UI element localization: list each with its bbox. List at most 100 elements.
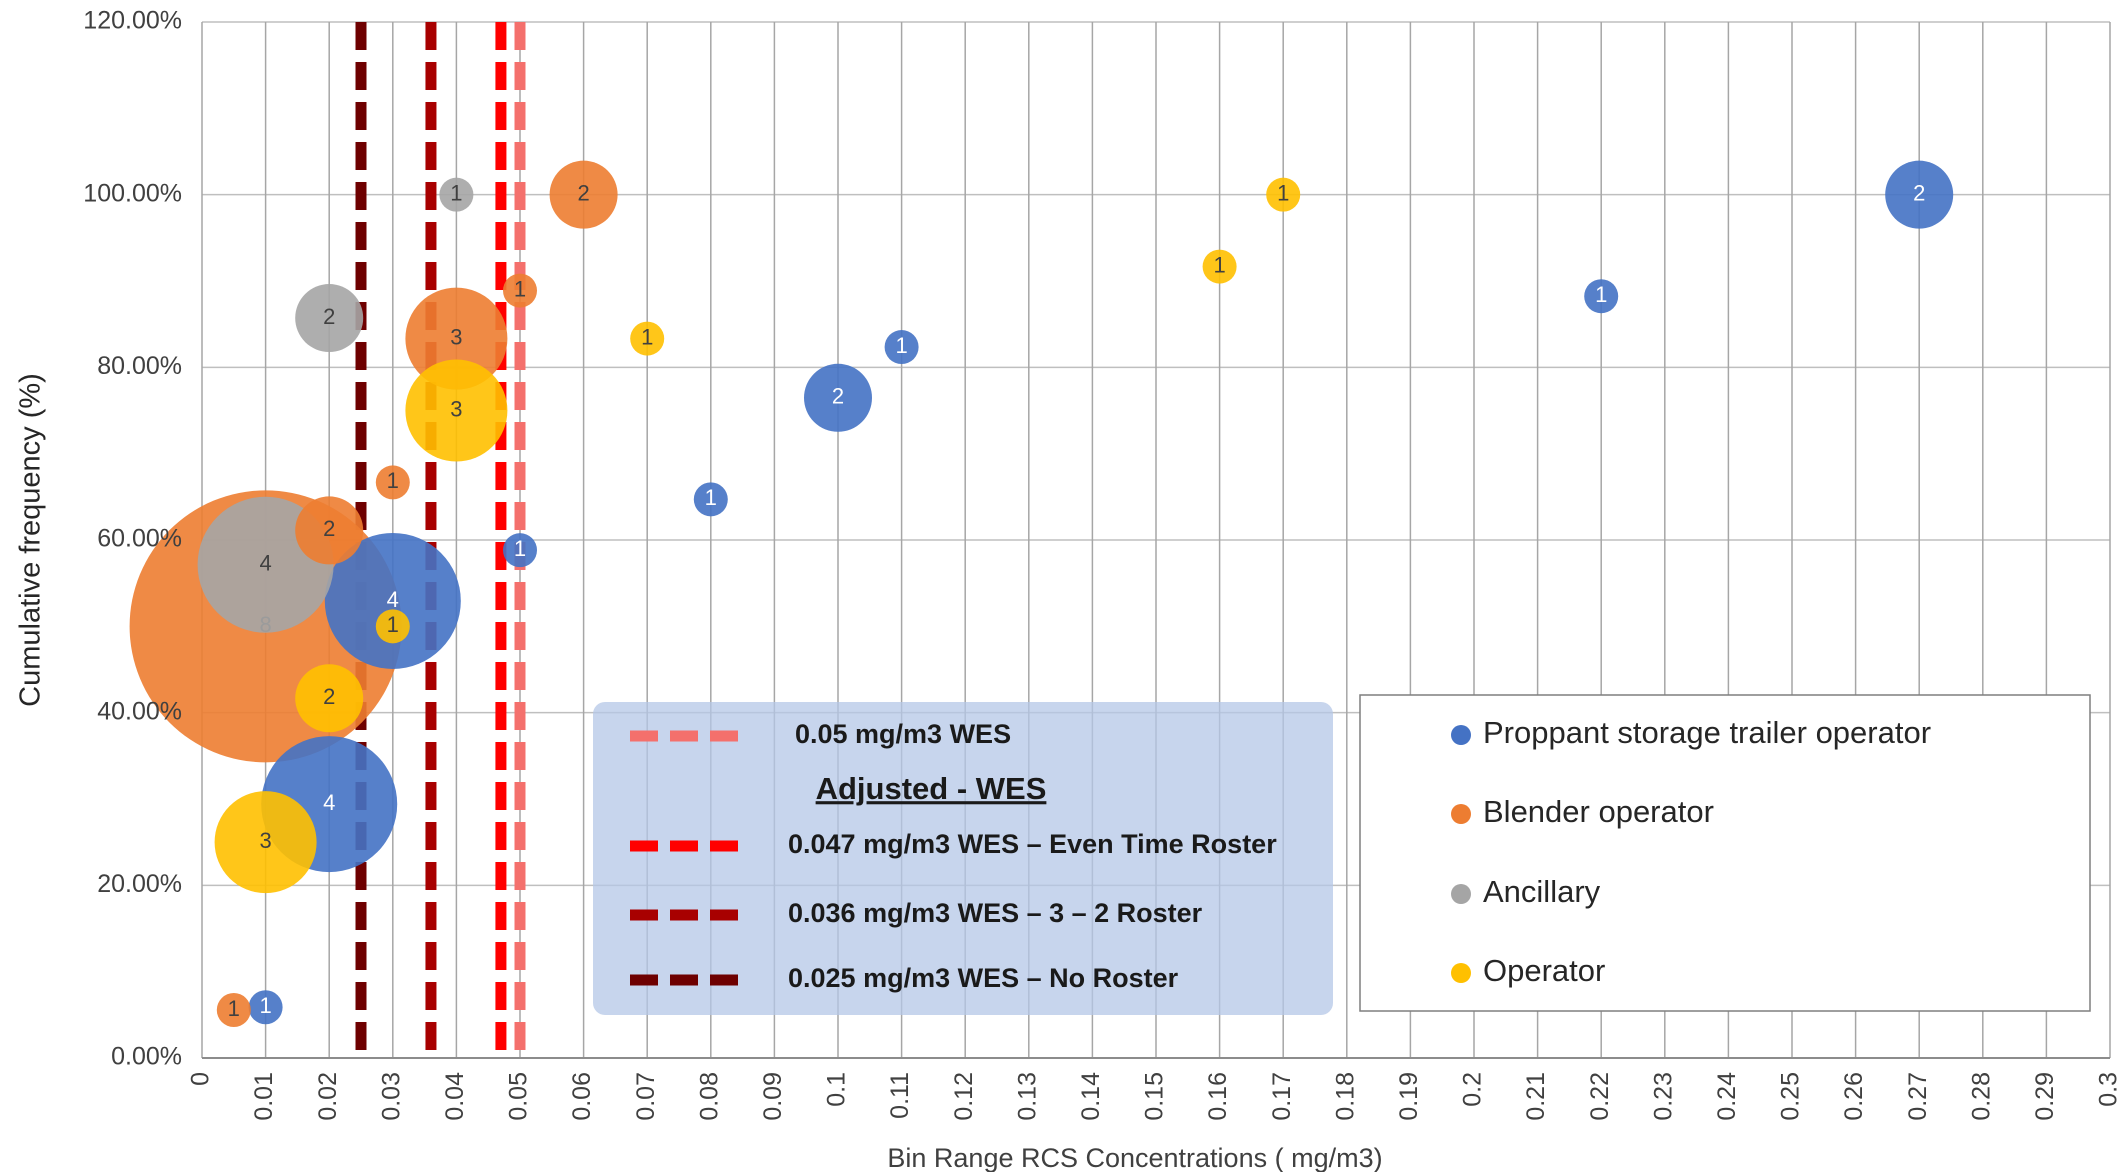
legend-marker <box>1451 884 1471 904</box>
x-tick-label: 0.29 <box>2031 1072 2059 1121</box>
legend-label: Blender operator <box>1483 794 1714 829</box>
x-tick-label: 0.28 <box>1967 1072 1995 1121</box>
bubble <box>1885 160 1954 229</box>
bubble <box>216 992 251 1027</box>
bubble-label: 1 <box>387 468 399 493</box>
x-tick-label: 0.21 <box>1522 1072 1550 1121</box>
bubble <box>375 609 410 644</box>
bubble-label: 1 <box>259 993 271 1018</box>
y-axis-title: Cumulative frequency (%) <box>15 373 47 707</box>
reference-legend-label: 0.025 mg/m3 WES – No Roster <box>788 963 1179 993</box>
x-tick-label: 0.14 <box>1077 1072 1105 1121</box>
x-tick-label: 0.11 <box>886 1072 914 1119</box>
x-tick-label: 0.19 <box>1395 1072 1423 1121</box>
bubble <box>630 321 665 356</box>
x-tick-label: 0.26 <box>1840 1072 1868 1121</box>
bubble-label: 2 <box>1913 180 1925 205</box>
x-tick-label: 0.16 <box>1204 1072 1232 1121</box>
x-tick-label: 0.07 <box>632 1072 660 1121</box>
bubble <box>884 330 919 365</box>
legend-box <box>1359 694 2091 1012</box>
bubble-label: 1 <box>641 324 653 349</box>
bubbles: 84443332222221111111111111 <box>129 160 1954 1027</box>
bubble <box>375 465 410 500</box>
bubble <box>1266 177 1301 212</box>
reference-legend-title: Adjusted - WES <box>816 771 1047 806</box>
bubble <box>503 273 537 308</box>
x-tick-label: 0.24 <box>1713 1072 1741 1121</box>
x-tick-label: 0.04 <box>441 1072 469 1121</box>
bubble-label: 3 <box>259 828 271 853</box>
bubble-label: 2 <box>323 684 335 709</box>
bubble <box>804 363 872 432</box>
legend-label: Proppant storage trailer operator <box>1483 715 1931 750</box>
x-tick-label: 0.01 <box>250 1072 278 1121</box>
bubble-label: 1 <box>514 276 526 301</box>
y-tick-label: 120.00% <box>83 7 182 35</box>
bubble-label: 4 <box>323 790 335 815</box>
bubble-label: 3 <box>450 324 462 349</box>
bubble-label: 2 <box>832 384 844 409</box>
x-tick-label: 0.12 <box>950 1072 978 1121</box>
bubble <box>1584 279 1619 314</box>
bubble-label: 1 <box>705 485 717 510</box>
bubble-label: 1 <box>514 536 526 561</box>
bubble <box>295 284 364 353</box>
bubble-label: 2 <box>323 304 335 329</box>
x-tick-label: 0.27 <box>1904 1072 1932 1121</box>
reference-legend-box <box>593 702 1333 1015</box>
legend-label: Operator <box>1483 953 1605 988</box>
y-tick-label: 80.00% <box>97 352 182 380</box>
x-tick-label: 0.18 <box>1331 1072 1359 1121</box>
bubble <box>214 791 317 894</box>
legend-label: Ancillary <box>1483 874 1601 909</box>
bubble <box>405 287 508 390</box>
legends: 0.05 mg/m3 WES 0.047 mg/m3 WES – Even Tim… <box>630 715 1931 993</box>
x-tick-label: 0.17 <box>1268 1072 1296 1121</box>
y-tick-label: 40.00% <box>97 697 182 725</box>
x-tick-label: 0.06 <box>568 1072 596 1121</box>
bubble <box>693 482 728 517</box>
x-tick-label: 0.05 <box>505 1072 533 1121</box>
x-tick-label: 0.3 <box>2095 1072 2123 1107</box>
x-tick-label: 0.23 <box>1649 1072 1677 1121</box>
axes: 0.00%20.00%40.00%60.00%80.00%100.00%120.… <box>83 7 2122 1121</box>
bubble <box>549 160 618 229</box>
bubble <box>503 533 537 568</box>
reference-legend-label: 0.047 mg/m3 WES – Even Time Roster <box>788 829 1277 859</box>
bubble <box>324 532 461 669</box>
bubble-label: 2 <box>323 516 335 541</box>
x-tick-label: 0.09 <box>759 1072 787 1121</box>
reference-legend-label: 0.05 mg/m3 WES <box>795 719 1011 749</box>
x-tick-label: 0.2 <box>1459 1072 1487 1107</box>
legend-marker <box>1451 725 1471 745</box>
bubble <box>295 664 364 733</box>
bubble-label: 1 <box>228 996 240 1021</box>
bubble-label: 4 <box>259 551 271 576</box>
legend-marker <box>1451 804 1471 824</box>
bubble-label: 1 <box>1213 252 1225 277</box>
reference-legend-label: 0.036 mg/m3 WES – 3 – 2 Roster <box>788 898 1203 928</box>
y-tick-label: 60.00% <box>97 525 182 553</box>
bubble-label: 1 <box>1277 180 1289 205</box>
y-tick-label: 20.00% <box>97 870 182 898</box>
bubble <box>295 496 364 565</box>
x-tick-label: 0.08 <box>695 1072 723 1121</box>
bubble-label: 1 <box>387 612 399 637</box>
y-tick-label: 100.00% <box>83 179 182 207</box>
bubble-label: 4 <box>387 587 399 612</box>
reference-lines <box>355 22 526 1058</box>
bubble-label: 2 <box>577 180 589 205</box>
x-tick-label: 0.15 <box>1141 1072 1169 1121</box>
x-tick-label: 0.02 <box>314 1072 342 1121</box>
x-axis-title: Bin Range RCS Concentrations ( mg/m3) <box>887 1143 1382 1172</box>
bubble-label: 1 <box>1595 282 1607 307</box>
bubble-label: 1 <box>450 180 462 205</box>
x-tick-label: 0.25 <box>1777 1072 1805 1121</box>
bubble <box>248 990 283 1025</box>
bubble-label: 3 <box>450 396 462 421</box>
bubble <box>405 359 508 462</box>
x-tick-label: 0.22 <box>1586 1072 1614 1121</box>
y-tick-label: 0.00% <box>111 1043 182 1071</box>
